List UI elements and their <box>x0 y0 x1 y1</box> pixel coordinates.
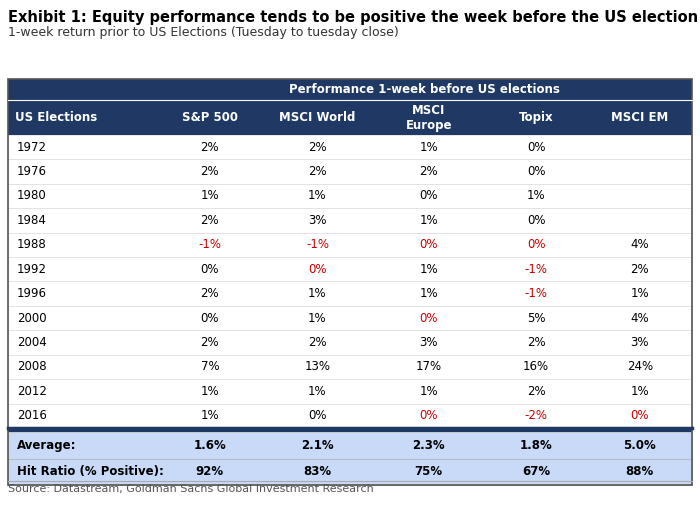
Text: 2008: 2008 <box>17 360 46 374</box>
Text: 2%: 2% <box>527 336 545 349</box>
Text: 0%: 0% <box>527 214 545 227</box>
Text: 0%: 0% <box>419 409 438 422</box>
Text: 0%: 0% <box>527 140 545 154</box>
Text: 88%: 88% <box>626 465 654 478</box>
Text: 1984: 1984 <box>17 214 47 227</box>
Text: 2%: 2% <box>201 214 219 227</box>
Text: 0%: 0% <box>308 263 327 276</box>
Text: MSCI EM: MSCI EM <box>611 111 668 124</box>
Text: 4%: 4% <box>631 238 649 251</box>
Text: 1%: 1% <box>308 287 327 300</box>
Text: 1%: 1% <box>419 214 438 227</box>
Text: 1972: 1972 <box>17 140 47 154</box>
Text: 2%: 2% <box>201 336 219 349</box>
Text: 2000: 2000 <box>17 312 46 325</box>
Text: US Elections: US Elections <box>15 111 98 124</box>
Text: Performance 1-week before US elections: Performance 1-week before US elections <box>289 83 560 96</box>
Text: 2%: 2% <box>631 263 649 276</box>
Text: 0%: 0% <box>527 165 545 178</box>
Text: 1996: 1996 <box>17 287 47 300</box>
Text: 1%: 1% <box>308 312 327 325</box>
Text: 17%: 17% <box>416 360 442 374</box>
Text: Hit Ratio (% Positive):: Hit Ratio (% Positive): <box>17 465 164 478</box>
Text: 7%: 7% <box>201 360 219 374</box>
Text: 1976: 1976 <box>17 165 47 178</box>
Text: 5%: 5% <box>527 312 545 325</box>
Text: -1%: -1% <box>198 238 221 251</box>
Text: 3%: 3% <box>631 336 649 349</box>
Text: 1%: 1% <box>308 189 327 203</box>
Text: 2%: 2% <box>201 165 219 178</box>
Text: 1%: 1% <box>527 189 545 203</box>
Text: 2%: 2% <box>419 165 438 178</box>
Text: 1%: 1% <box>631 385 649 398</box>
Text: 13%: 13% <box>304 360 330 374</box>
Text: 67%: 67% <box>522 465 550 478</box>
Text: 1%: 1% <box>419 385 438 398</box>
Text: 2%: 2% <box>527 385 545 398</box>
Text: 0%: 0% <box>419 238 438 251</box>
Text: S&P 500: S&P 500 <box>182 111 238 124</box>
Text: Average:: Average: <box>17 439 76 452</box>
Text: 1%: 1% <box>308 385 327 398</box>
Text: Exhibit 1: Equity performance tends to be positive the week before the US electi: Exhibit 1: Equity performance tends to b… <box>8 10 699 25</box>
Text: 0%: 0% <box>308 409 327 422</box>
Text: 1980: 1980 <box>17 189 46 203</box>
Text: 2%: 2% <box>201 287 219 300</box>
Text: 4%: 4% <box>631 312 649 325</box>
Text: 83%: 83% <box>303 465 331 478</box>
Text: 24%: 24% <box>626 360 653 374</box>
Text: 1%: 1% <box>201 189 219 203</box>
Text: 1.8%: 1.8% <box>520 439 552 452</box>
Text: -1%: -1% <box>306 238 329 251</box>
Text: 2004: 2004 <box>17 336 46 349</box>
Text: 2.1%: 2.1% <box>301 439 334 452</box>
Text: Source: Datastream, Goldman Sachs Global Investment Research: Source: Datastream, Goldman Sachs Global… <box>8 484 374 494</box>
Text: -1%: -1% <box>525 287 547 300</box>
Text: 1%: 1% <box>631 287 649 300</box>
Text: 1.6%: 1.6% <box>193 439 226 452</box>
Text: 2%: 2% <box>308 165 327 178</box>
Text: 0%: 0% <box>201 263 219 276</box>
Text: 2%: 2% <box>308 140 327 154</box>
Text: 2%: 2% <box>308 336 327 349</box>
Text: 3%: 3% <box>419 336 438 349</box>
Text: -1%: -1% <box>525 263 547 276</box>
Text: 0%: 0% <box>631 409 649 422</box>
Text: Topix: Topix <box>519 111 554 124</box>
Text: 1%: 1% <box>419 287 438 300</box>
Text: 1988: 1988 <box>17 238 46 251</box>
Text: 1%: 1% <box>419 263 438 276</box>
Text: MSCI
Europe: MSCI Europe <box>405 103 452 132</box>
Text: 75%: 75% <box>414 465 442 478</box>
Text: 5.0%: 5.0% <box>624 439 656 452</box>
Text: 1-week return prior to US Elections (Tuesday to tuesday close): 1-week return prior to US Elections (Tue… <box>8 26 399 40</box>
Text: 1%: 1% <box>419 140 438 154</box>
Text: 0%: 0% <box>419 312 438 325</box>
Text: 1%: 1% <box>201 385 219 398</box>
Text: 2016: 2016 <box>17 409 47 422</box>
Text: 92%: 92% <box>196 465 224 478</box>
Text: 2.3%: 2.3% <box>412 439 445 452</box>
Text: 2012: 2012 <box>17 385 47 398</box>
Text: 0%: 0% <box>201 312 219 325</box>
Text: 0%: 0% <box>419 189 438 203</box>
Text: -2%: -2% <box>525 409 547 422</box>
Text: 1%: 1% <box>201 409 219 422</box>
Text: 2%: 2% <box>201 140 219 154</box>
Text: MSCI World: MSCI World <box>279 111 356 124</box>
Text: 0%: 0% <box>527 238 545 251</box>
Text: 3%: 3% <box>308 214 327 227</box>
Text: 16%: 16% <box>523 360 550 374</box>
Text: 1992: 1992 <box>17 263 47 276</box>
